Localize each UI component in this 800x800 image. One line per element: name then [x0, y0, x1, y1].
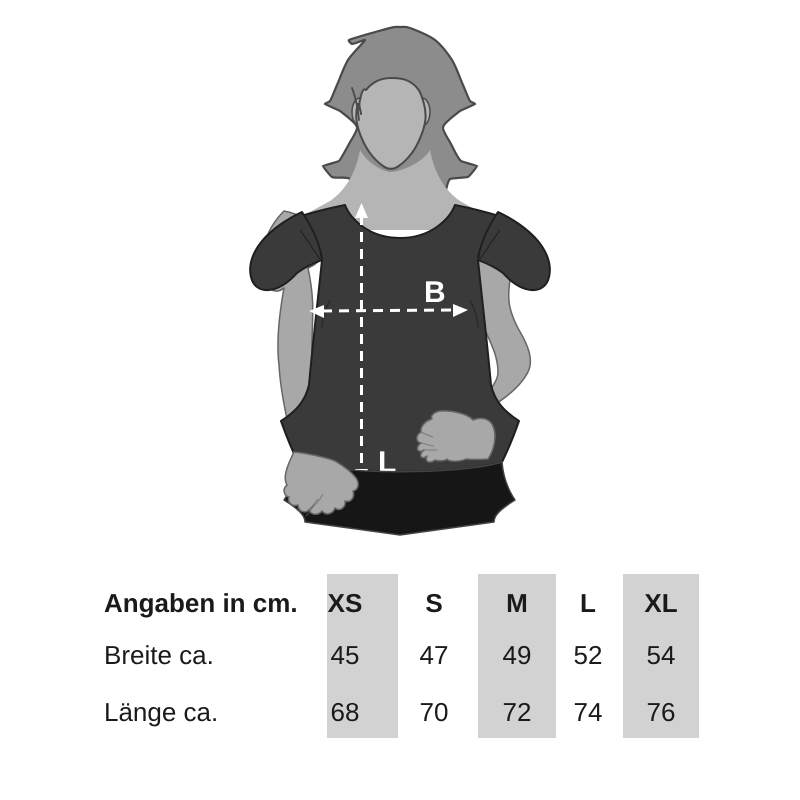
svg-text:74: 74: [574, 697, 603, 727]
svg-text:47: 47: [420, 640, 449, 670]
svg-text:B: B: [424, 276, 446, 309]
svg-text:XL: XL: [644, 588, 677, 618]
svg-text:76: 76: [647, 697, 676, 727]
svg-text:M: M: [506, 588, 528, 618]
svg-text:52: 52: [574, 640, 603, 670]
svg-text:70: 70: [420, 697, 449, 727]
svg-text:L: L: [580, 588, 596, 618]
svg-text:45: 45: [331, 640, 360, 670]
svg-text:54: 54: [647, 640, 676, 670]
svg-text:Angaben in cm.: Angaben in cm.: [104, 588, 298, 618]
svg-text:S: S: [425, 588, 442, 618]
svg-text:Breite ca.: Breite ca.: [104, 640, 214, 670]
svg-text:72: 72: [503, 697, 532, 727]
svg-text:XS: XS: [328, 588, 363, 618]
svg-text:68: 68: [331, 697, 360, 727]
svg-text:49: 49: [503, 640, 532, 670]
svg-text:Länge ca.: Länge ca.: [104, 697, 218, 727]
